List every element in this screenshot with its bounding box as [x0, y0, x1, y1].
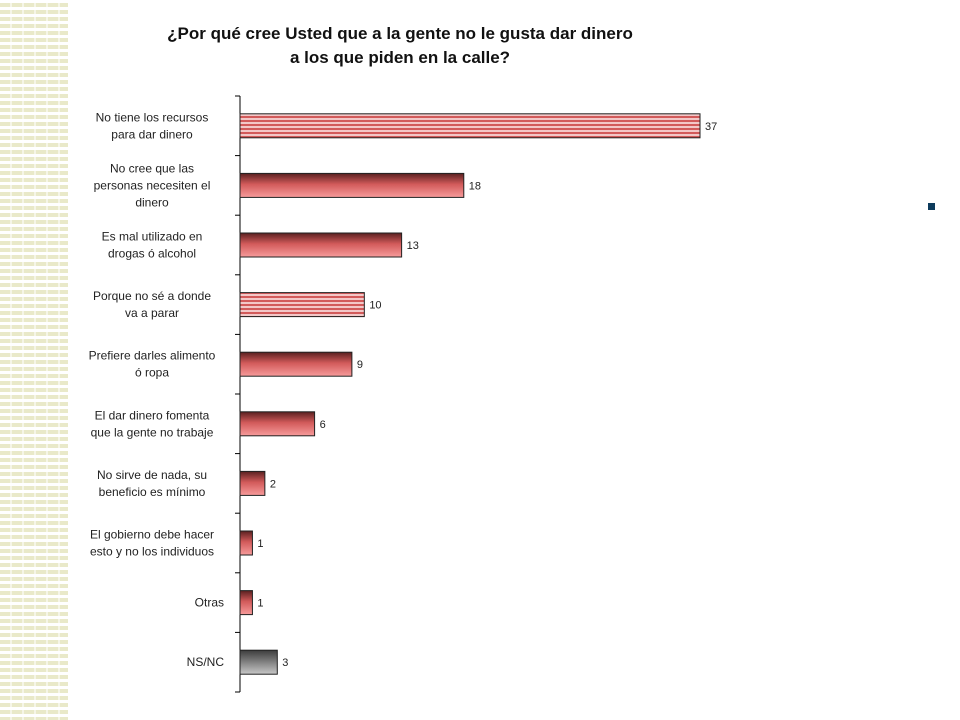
value-label-2: 13: [407, 240, 419, 252]
bar-0: [239, 113, 701, 139]
value-label-6: 2: [270, 478, 276, 490]
chart-title-line-2: a los que piden en la calle?: [289, 48, 511, 67]
chart-title-line-1: ¿Por qué cree Usted que a la gente no le…: [167, 24, 633, 43]
value-label-7: 1: [257, 538, 263, 550]
chart-title: ¿Por qué cree Usted que a la gente no le…: [100, 22, 700, 70]
value-label-4: 9: [357, 359, 363, 371]
category-label-3: Porque no sé a donde va a parar: [93, 289, 211, 320]
bars-group: [239, 113, 701, 675]
bar-9: [239, 649, 278, 675]
bar-5: [239, 411, 316, 437]
bar-6: [239, 470, 266, 496]
labels-group: 37 No tiene los recursos para dar dinero 18…: [89, 110, 718, 669]
bullet-square-icon: [928, 203, 935, 210]
value-label-1: 18: [469, 180, 481, 192]
bar-4: [239, 351, 353, 377]
category-label-8: Otras: [195, 596, 224, 610]
category-label-7: El gobierno debe hacer esto y no los indi…: [90, 528, 214, 559]
value-label-3: 10: [369, 300, 381, 312]
category-label-1: No cree que las personas necesiten el dine…: [94, 161, 211, 209]
bar-1: [239, 172, 465, 198]
bar-2: [239, 232, 403, 258]
category-label-4: Prefiere darles alimento ó ropa: [89, 349, 216, 380]
category-label-5: El dar dinero fomenta que la gente no tra…: [91, 408, 214, 439]
value-label-8: 1: [257, 598, 263, 610]
bar-3: [239, 292, 365, 318]
value-label-0: 37: [705, 121, 717, 133]
bar-7: [239, 530, 253, 556]
category-label-9: NS/NC: [187, 655, 225, 669]
category-label-0: No tiene los recursos para dar dinero: [96, 110, 209, 141]
category-axis: [235, 95, 241, 693]
decorative-stripe: [0, 0, 68, 720]
value-label-5: 6: [320, 419, 326, 431]
category-label-6: No sirve de nada, su beneficio es mínimo: [97, 468, 207, 499]
bar-8: [239, 590, 253, 616]
value-label-9: 3: [282, 657, 288, 669]
category-label-2: Es mal utilizado en drogas ó alcohol: [102, 230, 203, 261]
